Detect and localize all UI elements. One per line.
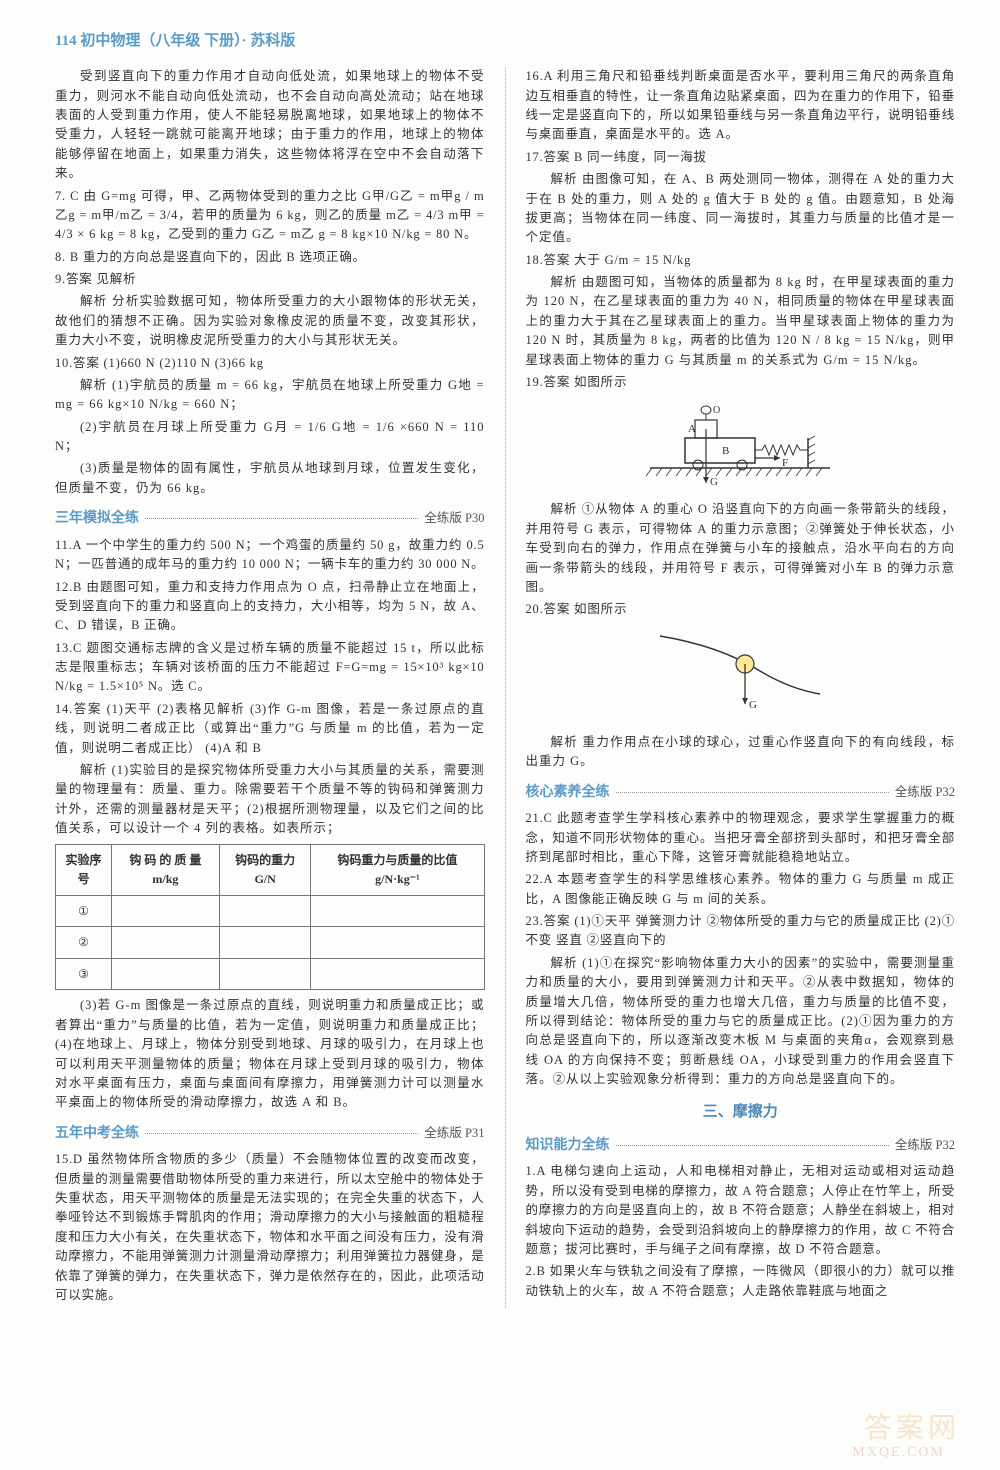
item-20-title: 20.答案 如图所示 bbox=[526, 600, 956, 619]
section-title-five: 五年中考全练 全练版 P31 bbox=[55, 1123, 485, 1145]
dotted-line bbox=[616, 792, 889, 793]
item-18-a: 解析 由题图可知，当物体的质量都为 8 kg 时，在甲星球表面的重力为 120 … bbox=[526, 273, 956, 370]
data-table: 实验序号 钩 码 的 质 量 m/kg 钩码的重力 G/N 钩码重力与质量的比值… bbox=[55, 844, 485, 990]
column-divider bbox=[505, 67, 506, 1308]
svg-text:A: A bbox=[688, 423, 696, 435]
item-15: 15.D 虽然物体所含物质的多少（质量）不会随物体位置的改变而改变，但质量的测量… bbox=[55, 1150, 485, 1305]
dotted-line bbox=[145, 1133, 418, 1134]
item-19-a: 解析 ①从物体 A 的重心 O 沿竖直向下的方向画一条带箭头的线段，并用符号 G… bbox=[526, 500, 956, 597]
dotted-line bbox=[616, 1145, 889, 1146]
figure-19: A O B F G bbox=[526, 398, 956, 494]
watermark-sub: MXQE.COM bbox=[852, 1442, 945, 1464]
th-3: 钩码的重力 G/N bbox=[219, 845, 311, 895]
section-label: 知识能力全练 bbox=[526, 1135, 610, 1157]
item-14-title: 14.答案 (1)天平 (2)表格见解析 (3)作 G-m 图像，若是一条过原点… bbox=[55, 700, 485, 758]
item-21: 21.C 此题考查学生学科核心素养中的物理观念，要求学生掌握重力的概念，知道不同… bbox=[526, 809, 956, 867]
item-8: 8. B 重力的方向总是竖直向下的，因此 B 选项正确。 bbox=[55, 248, 485, 267]
item-10-title: 10.答案 (1)660 N (2)110 N (3)66 kg bbox=[55, 354, 485, 373]
row-2-c1: ② bbox=[56, 927, 112, 959]
item-14-b: (3)若 G-m 图像是一条过原点的直线，则说明重力和质量成正比；或者算出“重力… bbox=[55, 996, 485, 1112]
svg-text:F: F bbox=[782, 457, 788, 469]
row-1-c1: ① bbox=[56, 895, 112, 927]
item-19-title: 19.答案 如图所示 bbox=[526, 373, 956, 392]
right-column: 16.A 利用三角尺和铅垂线判断桌面是否水平，要利用三角尺的两条直角边互相垂直的… bbox=[526, 67, 956, 1308]
page-ref: 全练版 P31 bbox=[424, 1124, 484, 1143]
item-10-c: (3)质量是物体的固有属性，宇航员从地球到月球，位置发生变化，但质量不变，仍为 … bbox=[55, 459, 485, 498]
figure-20: G bbox=[526, 626, 956, 727]
section-label: 三年模拟全练 bbox=[55, 508, 139, 530]
item-20-a: 解析 重力作用点在小球的球心，过重心作竖直向下的有向线段，标出重力 G。 bbox=[526, 733, 956, 772]
left-column: 受到竖直向下的重力作用才自动向低处流，如果地球上的物体不受重力，则河水不能自动向… bbox=[55, 67, 485, 1308]
item-k2: 2.B 如果火车与铁轨之间没有了摩擦，一阵微风（即很小的力）就可以推动铁轨上的火… bbox=[526, 1262, 956, 1301]
svg-text:G: G bbox=[749, 699, 757, 711]
item-17-a: 解析 由图像可知，在 A、B 两处测同一物体，测得在 A 处的重力大于在 B 处… bbox=[526, 170, 956, 248]
svg-text:G: G bbox=[710, 476, 718, 488]
th-4: 钩码重力与质量的比值 g/N·kg⁻¹ bbox=[311, 845, 484, 895]
item-7: 7. C 由 G=mg 可得，甲、乙两物体受到的重力之比 G甲/G乙 = m甲g… bbox=[55, 187, 485, 245]
item-22: 22.A 本题考查学生的科学思维核心素养。物体的重力 G 与质量 m 成正比，A… bbox=[526, 870, 956, 909]
item-16: 16.A 利用三角尺和铅垂线判断桌面是否水平，要利用三角尺的两条直角边互相垂直的… bbox=[526, 67, 956, 145]
row-3-c1: ③ bbox=[56, 958, 112, 990]
section-label: 核心素养全练 bbox=[526, 782, 610, 804]
item-9-analysis: 解析 分析实验数据可知，物体所受重力的大小跟物体的形状无关，故他们的猜想不正确。… bbox=[55, 292, 485, 350]
page-header: 114 初中物理（八年级 下册）· 苏科版 bbox=[55, 30, 955, 53]
item-12: 12.B 由题图可知，重力和支持力作用点为 O 点，扫帚静止立在地面上，受到竖直… bbox=[55, 578, 485, 636]
page-ref: 全练版 P32 bbox=[895, 1136, 955, 1155]
th-1: 实验序号 bbox=[56, 845, 112, 895]
content-columns: 受到竖直向下的重力作用才自动向低处流，如果地球上的物体不受重力，则河水不能自动向… bbox=[55, 67, 955, 1308]
section-title-sim: 三年模拟全练 全练版 P30 bbox=[55, 508, 485, 530]
page-ref: 全练版 P30 bbox=[424, 509, 484, 528]
page-ref: 全练版 P32 bbox=[895, 783, 955, 802]
item-k1: 1.A 电梯匀速向上运动，人和电梯相对静止，无相对运动或相对运动趋势，所以没有受… bbox=[526, 1162, 956, 1259]
item-10-a: 解析 (1)宇航员的质量 m = 66 kg，宇航员在地球上所受重力 G地 = … bbox=[55, 376, 485, 415]
item-10-b: (2)宇航员在月球上所受重力 G月 = 1/6 G地 = 1/6 ×660 N … bbox=[55, 418, 485, 457]
item-23-a: 解析 (1)①在探究“影响物体重力大小的因素”的实验中，需要测量重力和质量的大小… bbox=[526, 954, 956, 1090]
item-17-title: 17.答案 B 同一纬度，同一海拔 bbox=[526, 148, 956, 167]
item-23-title: 23.答案 (1)①天平 弹簧测力计 ②物体所受的重力与它的质量成正比 (2)①… bbox=[526, 912, 956, 951]
section-title-knowledge: 知识能力全练 全练版 P32 bbox=[526, 1135, 956, 1157]
item-9-title: 9.答案 见解析 bbox=[55, 270, 485, 289]
item-13: 13.C 题图交通标志牌的含义是过桥车辆的质量不能超过 15 t，所以此标志是限… bbox=[55, 639, 485, 697]
dotted-line bbox=[145, 518, 418, 519]
svg-text:O: O bbox=[713, 405, 720, 416]
item-14-a: 解析 (1)实验目的是探究物体所受重力大小与其质量的关系，需要测量的物理量有：质… bbox=[55, 761, 485, 839]
item-11: 11.A 一个中学生的重力约 500 N；一个鸡蛋的质量约 50 g，故重力约 … bbox=[55, 536, 485, 575]
section-title-core: 核心素养全练 全练版 P32 bbox=[526, 782, 956, 804]
watermark: 答案网 bbox=[864, 1407, 960, 1450]
paragraph: 受到竖直向下的重力作用才自动向低处流，如果地球上的物体不受重力，则河水不能自动向… bbox=[55, 67, 485, 183]
section-label: 五年中考全练 bbox=[55, 1123, 139, 1145]
svg-text:B: B bbox=[722, 445, 729, 457]
subheading-friction: 三、摩擦力 bbox=[526, 1101, 956, 1124]
item-18-title: 18.答案 大于 G/m = 15 N/kg bbox=[526, 251, 956, 270]
th-2: 钩 码 的 质 量 m/kg bbox=[111, 845, 219, 895]
